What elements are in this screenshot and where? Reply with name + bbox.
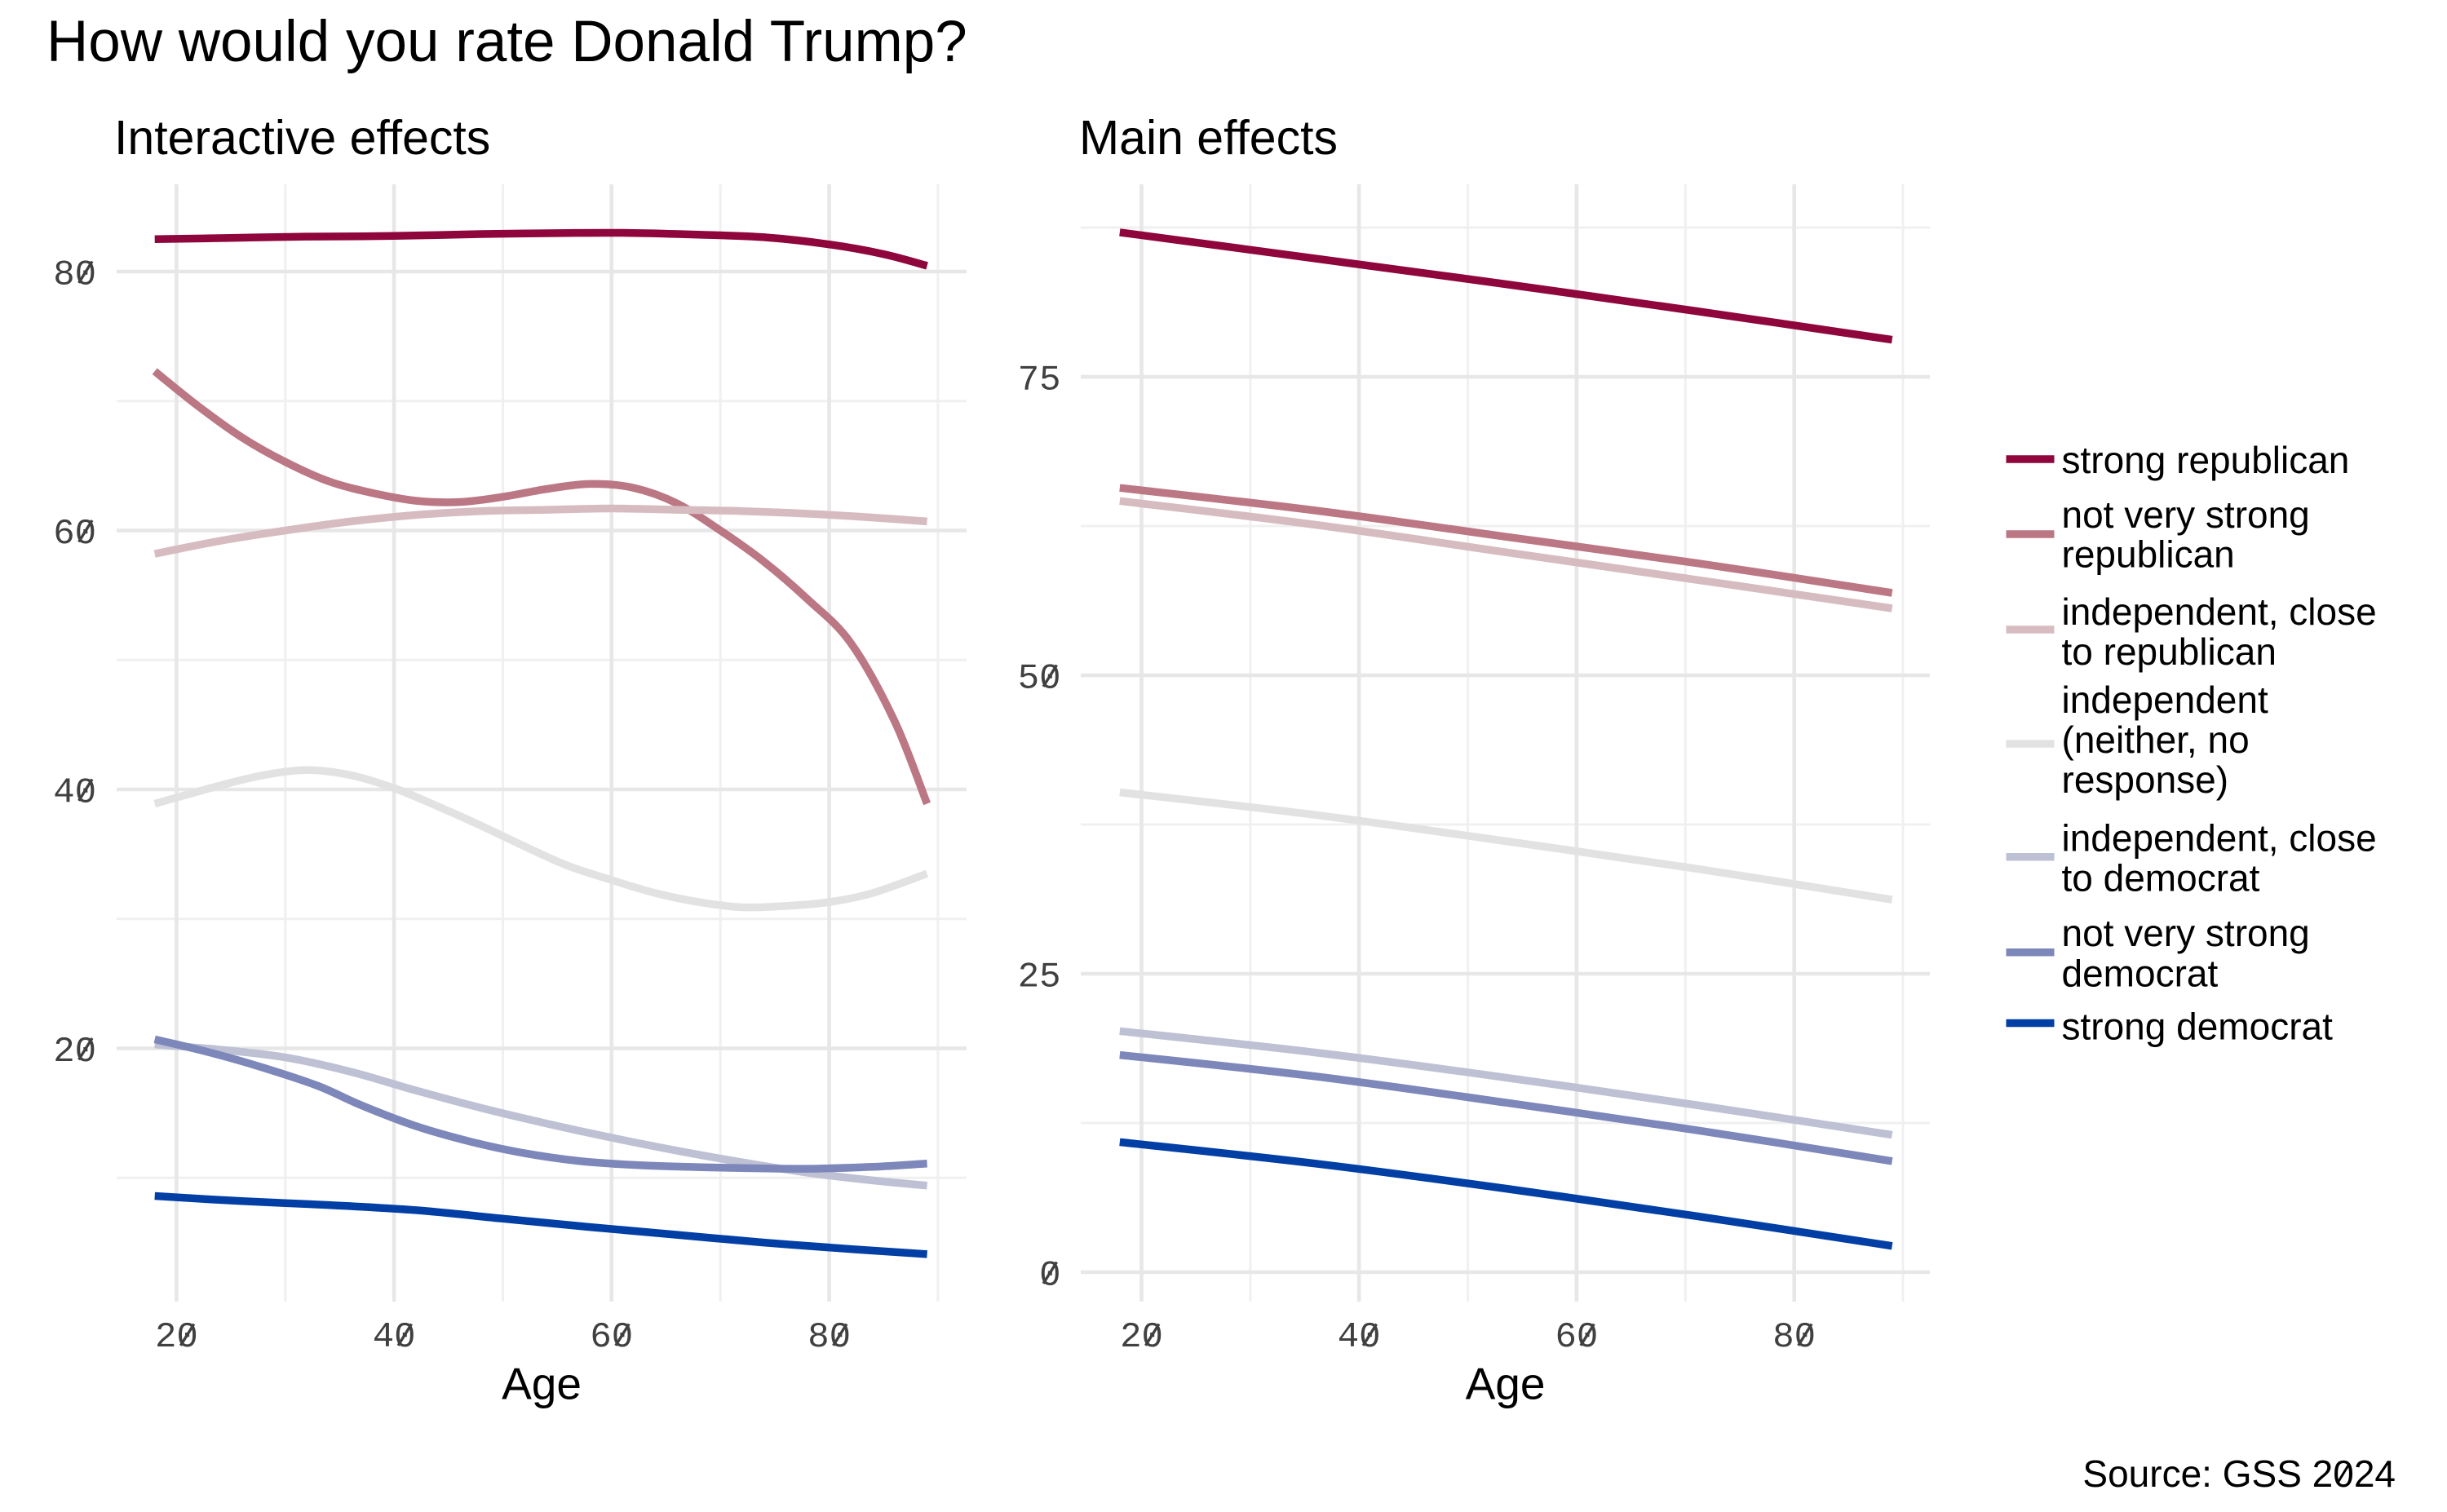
svg-text:strong democrat: strong democrat	[2062, 1006, 2334, 1048]
svg-text:20: 20	[155, 1317, 198, 1358]
svg-text:independent, close: independent, close	[2062, 817, 2377, 860]
svg-text:Source: GSS 2024: Source: GSS 2024	[2082, 1452, 2396, 1495]
svg-text:40: 40	[373, 1317, 416, 1358]
svg-text:40: 40	[53, 773, 96, 814]
svg-text:80: 80	[808, 1317, 851, 1358]
svg-text:80: 80	[1772, 1317, 1816, 1358]
svg-text:Interactive effects: Interactive effects	[114, 111, 490, 165]
svg-text:not very strong: not very strong	[2062, 493, 2310, 536]
svg-text:Age: Age	[1466, 1359, 1546, 1409]
svg-text:democrat: democrat	[2062, 952, 2219, 994]
svg-text:to republican: to republican	[2062, 630, 2277, 673]
svg-text:response): response)	[2062, 758, 2229, 801]
svg-text:75: 75	[1018, 360, 1061, 401]
svg-text:Main effects: Main effects	[1079, 111, 1338, 165]
svg-text:80: 80	[53, 255, 96, 296]
svg-text:independent, close: independent, close	[2062, 590, 2377, 633]
svg-text:20: 20	[53, 1032, 96, 1072]
svg-text:not very strong: not very strong	[2062, 912, 2310, 954]
svg-text:(neither, no: (neither, no	[2062, 718, 2250, 761]
svg-text:25: 25	[1018, 957, 1061, 998]
svg-text:republican: republican	[2062, 533, 2235, 576]
svg-text:60: 60	[590, 1317, 633, 1358]
svg-text:strong republican: strong republican	[2062, 439, 2350, 481]
svg-text:to democrat: to democrat	[2062, 856, 2260, 899]
svg-text:60: 60	[53, 514, 96, 555]
svg-text:50: 50	[1018, 659, 1061, 700]
svg-text:Age: Age	[502, 1359, 582, 1409]
svg-text:60: 60	[1555, 1317, 1598, 1358]
svg-text:independent: independent	[2062, 679, 2268, 721]
svg-text:How would you rate Donald Trum: How would you rate Donald Trump?	[46, 10, 967, 74]
svg-text:20: 20	[1120, 1317, 1163, 1358]
svg-text:0: 0	[1039, 1256, 1060, 1297]
svg-text:40: 40	[1338, 1317, 1381, 1358]
